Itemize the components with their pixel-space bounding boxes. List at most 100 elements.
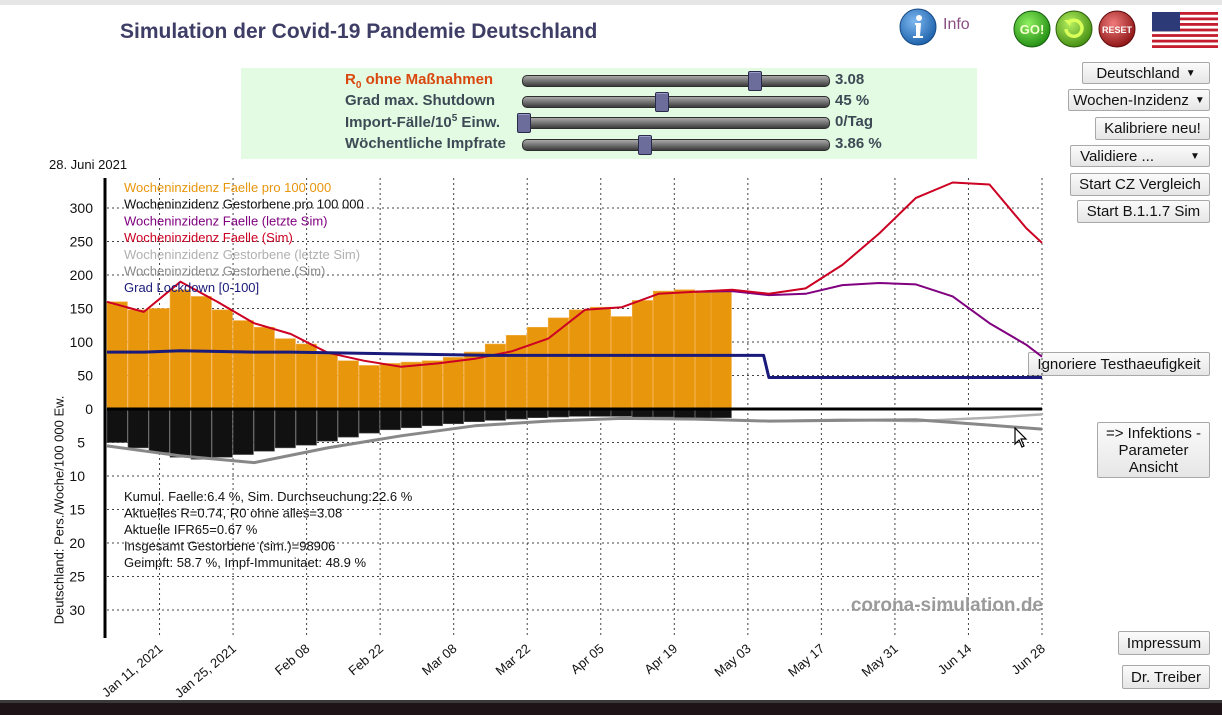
go-label: GO! (1020, 22, 1045, 37)
death-bar (127, 408, 149, 449)
infection-params-line1: => Infektions - (1105, 424, 1202, 442)
param-import-slider-thumb[interactable] (517, 113, 531, 133)
y-tick-label: 25 (69, 569, 85, 585)
line-deaths-sim (106, 416, 1043, 465)
taskbar-edge (0, 700, 1222, 715)
param-vaccination-slider-track[interactable] (522, 135, 830, 155)
page-title: Simulation der Covid-19 Pandemie Deutsch… (120, 20, 598, 43)
param-import-slider-track[interactable] (517, 113, 830, 133)
y-tick-label: 50 (77, 368, 93, 384)
x-tick-label: May 03 (711, 641, 753, 680)
ignore-testing-button[interactable]: Ignoriere Testhaeufigkeit (1028, 352, 1210, 376)
cz-compare-button[interactable]: Start CZ Vergleich (1070, 173, 1210, 196)
watermark: corona-simulation.de (851, 595, 1043, 616)
y-tick-label: 250 (70, 234, 94, 250)
case-bar (652, 290, 674, 410)
browser-top-edge (0, 0, 1222, 5)
validate-select[interactable]: Validiere ... ▼ (1070, 145, 1210, 167)
author-button[interactable]: Dr. Treiber (1122, 665, 1210, 689)
death-bar (400, 408, 422, 429)
x-tick-label: May 17 (785, 641, 827, 680)
case-bar (568, 309, 590, 410)
chevron-down-icon: ▼ (1185, 67, 1196, 79)
param-vaccination-label: Wöchentliche Impfrate (345, 135, 506, 152)
x-tick-label: Jun 14 (935, 641, 975, 678)
x-tick-label: Mar 22 (493, 641, 534, 679)
death-bar (253, 408, 275, 452)
case-bar (106, 301, 128, 410)
metric-select[interactable]: Wochen-Inzidenz ▼ (1068, 89, 1210, 111)
param-r0-value: 3.08 (835, 71, 865, 88)
case-bar (610, 316, 632, 410)
case-bar (421, 360, 443, 410)
infection-params-button[interactable]: => Infektions - Parameter Ansicht (1097, 422, 1210, 478)
case-bar (232, 320, 254, 410)
death-bar (148, 408, 170, 453)
reset-icon: RESET (1098, 10, 1136, 48)
line-cases-sim (106, 181, 1043, 368)
refresh-button[interactable] (1055, 10, 1093, 48)
x-tick-label: May 31 (859, 641, 901, 680)
region-select[interactable]: Deutschland ▼ (1082, 62, 1210, 84)
param-r0: R0 ohne Maßnahmen 3.08 (241, 70, 977, 91)
parameter-panel: R0 ohne Maßnahmen 3.08 Grad max. Shutdow… (241, 68, 977, 159)
calibrate-button[interactable]: Kalibriere neu! (1095, 117, 1210, 140)
reset-button[interactable]: RESET (1098, 10, 1136, 48)
info-button[interactable]: Info (898, 7, 978, 47)
stats-line: Aktuelle IFR65=0.67 % (124, 522, 258, 537)
x-tick-label: Feb 08 (272, 641, 313, 679)
y-tick-label: 100 (70, 334, 94, 350)
case-bar (148, 308, 170, 410)
death-bar (106, 408, 128, 443)
impressum-button[interactable]: Impressum (1118, 631, 1210, 655)
param-shutdown-slider-thumb[interactable] (654, 92, 669, 112)
stats-line: Insgesamt Gestorbene (sim.)=98906 (124, 539, 335, 554)
legend-entry: Wocheninzidenz Gestorbene (Sim) (124, 264, 325, 279)
param-import-label: Import-Fälle/105 Einw. (345, 113, 501, 131)
param-shutdown: Grad max. Shutdown 45 % (241, 91, 977, 112)
legend-entry: Wocheninzidenz Faelle pro 100 000 (124, 180, 331, 195)
legend-entry: Wocheninzidenz Faelle (letzte Sim) (124, 213, 328, 228)
death-bar (169, 408, 191, 458)
legend-entry: Wocheninzidenz Gestorbene pro 100 000 (124, 197, 364, 212)
death-bar (190, 408, 212, 460)
y-tick-label: 0 (85, 401, 93, 417)
stats-line: Geimpft: 58.7 %, Impf-Immunitaet: 48.9 % (124, 555, 366, 570)
param-r0-slider-thumb[interactable] (748, 71, 763, 91)
y-tick-label: 15 (69, 502, 85, 518)
param-import: Import-Fälle/105 Einw. 0/Tag (241, 112, 977, 133)
y-tick-label: 5 (77, 435, 85, 451)
legend-entry: Grad Lockdown [0-100] (124, 280, 259, 295)
go-button[interactable]: GO! (1013, 10, 1051, 48)
death-bar (295, 408, 317, 446)
death-bar (358, 408, 380, 434)
x-tick-label: Jun 28 (1008, 641, 1048, 678)
death-bar (463, 408, 485, 423)
death-bar (211, 408, 233, 458)
infection-params-line3: Ansicht (1128, 458, 1179, 476)
case-bar (400, 361, 422, 410)
reset-label: RESET (1102, 25, 1133, 35)
info-label: Info (943, 16, 970, 33)
y-tick-label: 300 (70, 200, 94, 216)
x-tick-label: Apr 19 (641, 641, 680, 677)
y-tick-label: 20 (69, 535, 85, 551)
death-bar (316, 408, 338, 442)
param-shutdown-slider-track[interactable] (522, 92, 830, 112)
case-bar (358, 365, 380, 410)
go-icon: GO! (1013, 10, 1051, 48)
b117-sim-button[interactable]: Start B.1.1.7 Sim (1077, 200, 1210, 223)
case-bar (211, 309, 233, 410)
y-tick-label: 30 (69, 602, 85, 618)
case-bar (379, 363, 401, 410)
death-bar (232, 408, 254, 455)
param-r0-slider-track[interactable] (522, 71, 830, 91)
us-flag-icon[interactable] (1152, 12, 1218, 48)
param-vaccination-slider-thumb[interactable] (637, 135, 652, 155)
case-bar (253, 326, 275, 410)
death-bar (505, 408, 527, 420)
x-tick-label: Mar 08 (419, 641, 460, 679)
case-bar (442, 357, 464, 410)
case-bar (674, 289, 695, 410)
x-tick-label: Jan 11, 2021 (99, 641, 165, 700)
